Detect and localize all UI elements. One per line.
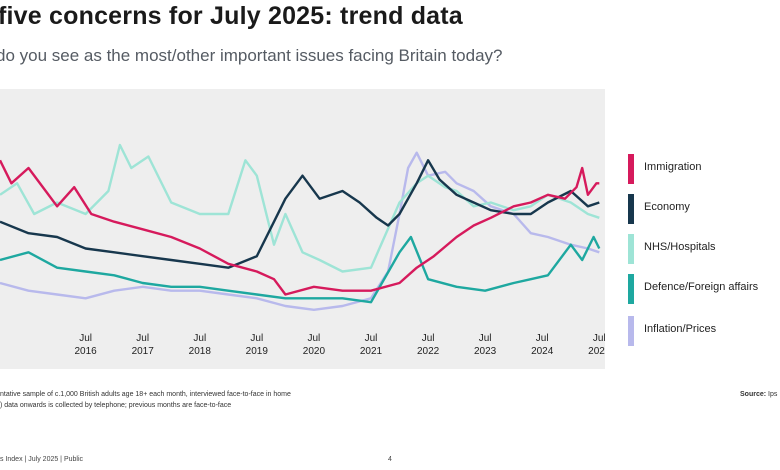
- legend-swatch: [628, 316, 634, 346]
- x-tick-year-2022: 2022: [417, 346, 440, 357]
- x-tick-month-2018: Jul: [193, 333, 206, 344]
- legend-label: Defence/Foreign affairs: [644, 281, 759, 293]
- x-tick-month-2025: Jul: [593, 333, 605, 344]
- source-note: Source: Ips: [740, 391, 777, 398]
- methodology-note-1: ntative sample of c.1,000 British adults…: [0, 391, 291, 398]
- series-line-immigration: [0, 159, 600, 296]
- x-tick-month-2022: Jul: [422, 333, 435, 344]
- legend-label: Inflation/Prices: [644, 323, 717, 335]
- x-tick-month-2017: Jul: [136, 333, 149, 344]
- x-tick-year-2018: 2018: [189, 346, 212, 357]
- x-tick-year-2016: 2016: [74, 346, 97, 357]
- x-tick-year-2019: 2019: [246, 346, 269, 357]
- legend-swatch: [628, 154, 634, 184]
- page-title: five concerns for July 2025: trend data: [0, 2, 463, 30]
- trend-line-chart: Jul 2016 Jul 2017 Jul 2018 Jul 2019 Jul 2020 Jul 20…: [0, 143, 605, 357]
- series-line-economy: [0, 159, 600, 269]
- footer-text: s Index | July 2025 | Public: [0, 456, 84, 463]
- source-value: Ips: [768, 391, 778, 398]
- legend-swatch: [628, 234, 634, 264]
- question-subtitle: do you see as the most/other important i…: [0, 46, 503, 65]
- series-line-defence-foreign-affairs: [0, 235, 601, 304]
- x-tick-year-2021: 2021: [360, 346, 383, 357]
- trend-chart-panel: Jul 2016 Jul 2017 Jul 2018 Jul 2019 Jul 2020 Jul 20…: [0, 89, 605, 369]
- x-tick-month-2023: Jul: [479, 333, 492, 344]
- legend-swatch: [628, 274, 634, 304]
- x-tick-month-2020: Jul: [308, 333, 321, 344]
- source-label: Source:: [740, 391, 767, 398]
- methodology-note-2: ) data onwards is collected by telephone…: [0, 402, 232, 409]
- x-tick-year-2024: 2024: [531, 346, 554, 357]
- page-number: 4: [388, 456, 392, 463]
- x-tick-month-2016: Jul: [79, 333, 92, 344]
- x-tick-month-2021: Jul: [365, 333, 378, 344]
- legend-label: Immigration: [644, 161, 702, 173]
- x-tick-year-2023: 2023: [474, 346, 497, 357]
- legend-label: NHS/Hospitals: [644, 241, 716, 253]
- legend-label: Economy: [644, 201, 690, 213]
- x-tick-month-2019: Jul: [250, 333, 263, 344]
- legend-swatch: [628, 194, 634, 224]
- series-line-inflation-prices: [0, 151, 600, 312]
- x-tick-year-2025: 2025: [588, 346, 605, 357]
- x-tick-year-2017: 2017: [132, 346, 155, 357]
- x-tick-month-2024: Jul: [536, 333, 549, 344]
- x-tick-year-2020: 2020: [303, 346, 326, 357]
- series-line-nhs-hospitals: [0, 143, 600, 273]
